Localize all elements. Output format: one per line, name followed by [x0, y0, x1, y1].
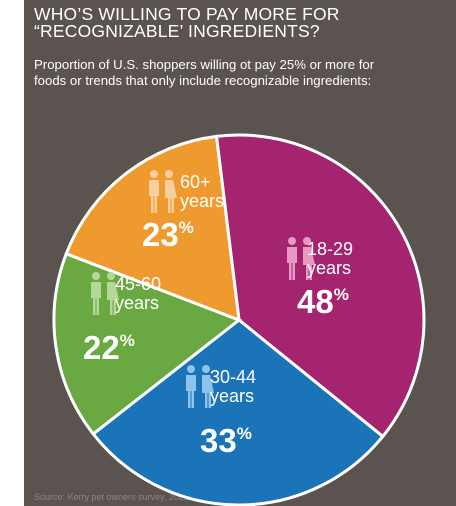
pie-slice-45-60: [52, 251, 243, 437]
chart-subtitle: Proportion of U.S. shoppers willing ot p…: [34, 57, 449, 89]
pie-slices: [52, 133, 426, 506]
pie-slice-18-29: [214, 133, 426, 439]
people-icon: [91, 272, 119, 315]
slice-label-age: 60+: [180, 172, 211, 192]
slice-label-age: 30-44: [210, 367, 256, 387]
slice-label-years: years: [307, 258, 351, 278]
pie-labels: 18-29years48%30-44years33%45-60years22%6…: [83, 170, 353, 459]
percent-sign: %: [179, 218, 194, 237]
slice-label-years: years: [115, 293, 159, 313]
percent-sign: %: [237, 424, 252, 443]
people-icon: [186, 365, 214, 408]
chart-title-line-1: WHO’S WILLING TO PAY MORE FOR: [34, 4, 340, 24]
chart-subtitle-line-1: Proportion of U.S. shoppers willing ot p…: [34, 57, 375, 72]
chart-title: WHO’S WILLING TO PAY MORE FOR “RECOGNIZA…: [34, 4, 434, 41]
people-icon: [287, 237, 315, 280]
chart-title-line-2: “RECOGNIZABLE’ INGREDIENTS?: [34, 21, 320, 41]
pie-slice-30-44: [91, 318, 385, 506]
slice-label-age: 18-29: [307, 239, 353, 259]
source-note: Source: Kerry pet owners survey, 2021: [34, 492, 189, 502]
percent-sign: %: [334, 285, 349, 304]
slice-label-age: 45-60: [115, 274, 161, 294]
percent-sign: %: [120, 331, 135, 350]
pie-slice-60+: [64, 134, 241, 323]
chart-subtitle-line-2: foods or trends that only include recogn…: [34, 73, 372, 88]
slice-label-years: years: [180, 191, 224, 211]
slice-label-years: years: [210, 386, 254, 406]
people-icon: [149, 170, 177, 213]
